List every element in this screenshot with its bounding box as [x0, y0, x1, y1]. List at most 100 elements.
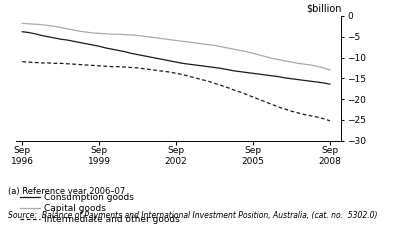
- Consumption goods: [84, 42, 89, 45]
- Consumption goods: [212, 66, 217, 69]
- Capital goods: [283, 59, 287, 62]
- Consumption goods: [20, 30, 25, 33]
- Consumption goods: [135, 53, 140, 56]
- Intermediate and other goods: [26, 61, 31, 63]
- Legend: Consumption goods, Capital goods, Intermediate and other goods: Consumption goods, Capital goods, Interm…: [20, 193, 179, 224]
- Intermediate and other goods: [212, 82, 217, 85]
- Intermediate and other goods: [52, 62, 57, 65]
- Capital goods: [103, 32, 108, 35]
- Line: Intermediate and other goods: Intermediate and other goods: [22, 62, 330, 121]
- Capital goods: [122, 33, 127, 36]
- Capital goods: [65, 27, 69, 30]
- Capital goods: [167, 38, 172, 41]
- Capital goods: [77, 30, 82, 33]
- Consumption goods: [180, 62, 185, 65]
- Consumption goods: [110, 48, 114, 51]
- Intermediate and other goods: [251, 96, 255, 98]
- Capital goods: [71, 29, 76, 31]
- Capital goods: [238, 49, 243, 52]
- Intermediate and other goods: [295, 111, 300, 114]
- Intermediate and other goods: [58, 62, 63, 65]
- Consumption goods: [33, 32, 37, 35]
- Consumption goods: [276, 75, 281, 78]
- Capital goods: [315, 65, 320, 68]
- Line: Capital goods: Capital goods: [22, 23, 330, 70]
- Intermediate and other goods: [231, 89, 236, 91]
- Consumption goods: [161, 58, 166, 61]
- Consumption goods: [321, 81, 326, 84]
- Intermediate and other goods: [308, 114, 313, 117]
- Intermediate and other goods: [219, 84, 224, 87]
- Capital goods: [84, 31, 89, 33]
- Capital goods: [264, 55, 268, 58]
- Intermediate and other goods: [161, 70, 166, 73]
- Capital goods: [251, 52, 255, 55]
- Consumption goods: [270, 74, 275, 77]
- Consumption goods: [142, 54, 146, 57]
- Intermediate and other goods: [148, 68, 153, 71]
- Consumption goods: [77, 41, 82, 44]
- Capital goods: [46, 24, 50, 27]
- Capital goods: [212, 44, 217, 47]
- Consumption goods: [289, 77, 294, 80]
- Capital goods: [116, 33, 121, 36]
- Capital goods: [161, 37, 166, 40]
- Consumption goods: [257, 73, 262, 76]
- Consumption goods: [251, 72, 255, 75]
- Capital goods: [302, 63, 306, 66]
- Intermediate and other goods: [39, 62, 44, 64]
- Consumption goods: [219, 67, 224, 70]
- Consumption goods: [97, 45, 102, 48]
- Capital goods: [231, 48, 236, 51]
- Consumption goods: [244, 71, 249, 74]
- Intermediate and other goods: [103, 65, 108, 68]
- Capital goods: [257, 54, 262, 56]
- Consumption goods: [103, 47, 108, 49]
- Intermediate and other goods: [289, 110, 294, 113]
- Intermediate and other goods: [33, 61, 37, 64]
- Capital goods: [20, 22, 25, 25]
- Intermediate and other goods: [187, 75, 191, 78]
- Intermediate and other goods: [315, 116, 320, 118]
- Capital goods: [154, 37, 159, 39]
- Consumption goods: [187, 63, 191, 66]
- Consumption goods: [39, 34, 44, 37]
- Intermediate and other goods: [84, 64, 89, 66]
- Intermediate and other goods: [142, 67, 146, 70]
- Consumption goods: [148, 56, 153, 58]
- Intermediate and other goods: [264, 101, 268, 103]
- Capital goods: [244, 50, 249, 53]
- Consumption goods: [46, 35, 50, 38]
- Capital goods: [110, 33, 114, 36]
- Capital goods: [52, 25, 57, 28]
- Intermediate and other goods: [71, 63, 76, 66]
- Intermediate and other goods: [238, 91, 243, 93]
- Capital goods: [26, 22, 31, 25]
- Intermediate and other goods: [180, 73, 185, 76]
- Capital goods: [135, 34, 140, 37]
- Intermediate and other goods: [276, 106, 281, 108]
- Consumption goods: [193, 64, 198, 66]
- Capital goods: [33, 23, 37, 26]
- Intermediate and other goods: [283, 108, 287, 111]
- Capital goods: [180, 40, 185, 43]
- Consumption goods: [52, 37, 57, 39]
- Intermediate and other goods: [257, 98, 262, 101]
- Capital goods: [39, 23, 44, 26]
- Consumption goods: [129, 52, 134, 55]
- Capital goods: [295, 62, 300, 65]
- Consumption goods: [264, 74, 268, 76]
- Capital goods: [129, 34, 134, 36]
- Capital goods: [321, 67, 326, 69]
- Consumption goods: [206, 65, 210, 68]
- Capital goods: [225, 47, 230, 49]
- Intermediate and other goods: [135, 67, 140, 69]
- Consumption goods: [302, 79, 306, 82]
- Consumption goods: [122, 50, 127, 53]
- Consumption goods: [174, 61, 179, 63]
- Intermediate and other goods: [20, 60, 25, 63]
- Intermediate and other goods: [174, 72, 179, 75]
- Intermediate and other goods: [46, 62, 50, 64]
- Consumption goods: [91, 44, 95, 46]
- Consumption goods: [71, 40, 76, 43]
